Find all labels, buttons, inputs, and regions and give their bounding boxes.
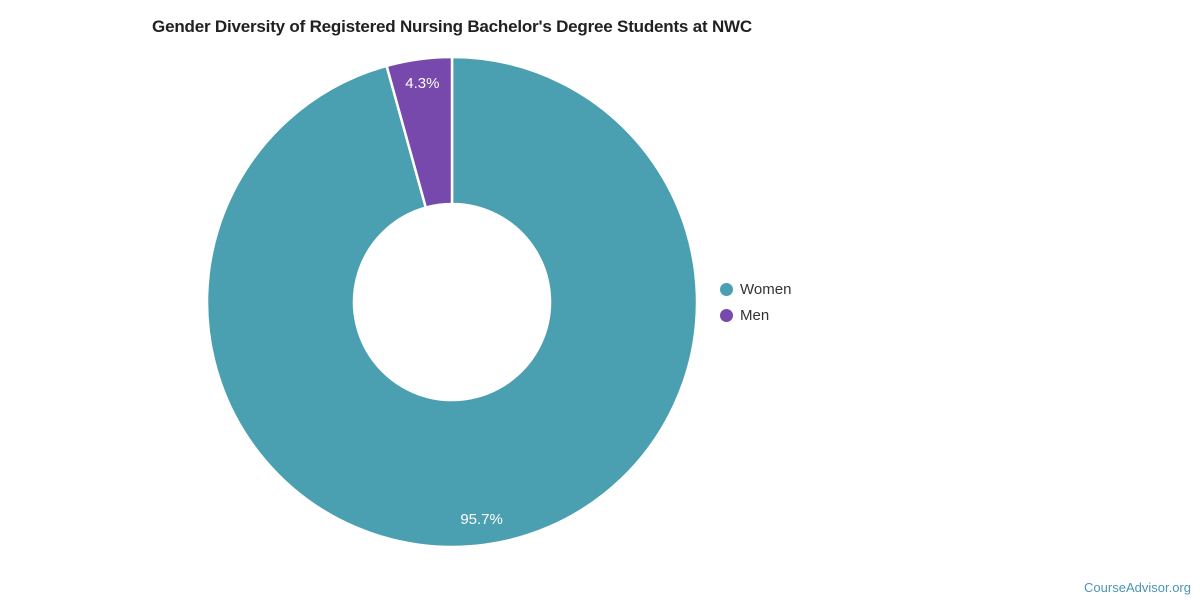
data-label-men: 4.3% <box>405 75 439 92</box>
pie-slice-men[interactable] <box>385 55 454 209</box>
legend-label-women: Women <box>740 280 792 298</box>
watermark-link[interactable]: CourseAdvisor.org <box>1084 580 1191 595</box>
legend-item-women[interactable]: Women <box>720 276 791 302</box>
legend-label-men: Men <box>740 306 770 324</box>
legend-item-men[interactable]: Men <box>720 302 791 328</box>
legend: Women Men <box>720 276 791 328</box>
chart-title: Gender Diversity of Registered Nursing B… <box>152 17 752 36</box>
legend-marker-men-icon <box>720 308 733 322</box>
legend-marker-women-icon <box>720 282 733 296</box>
pie-slice-women[interactable] <box>205 55 699 549</box>
data-label-women: 95.7% <box>460 511 503 528</box>
